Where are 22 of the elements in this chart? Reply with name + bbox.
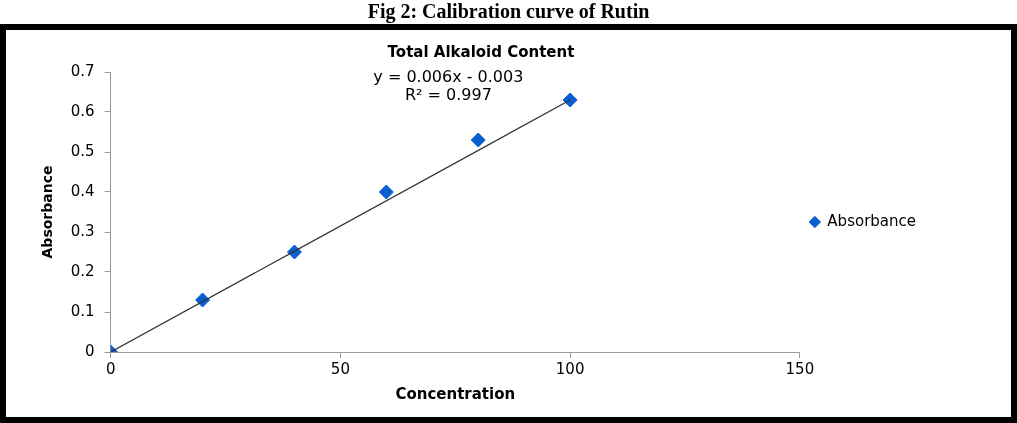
legend-label: Absorbance (827, 211, 916, 230)
point (562, 92, 578, 108)
y-tick-label: 0.1 (70, 301, 95, 320)
chart-title: Fig 2: Calibration curve of Rutin (366, 0, 651, 22)
y-tick-label: 0.5 (70, 141, 95, 160)
annotation: R² = 0.997 (404, 85, 492, 105)
x-tick-label: 0 (105, 359, 116, 378)
x-axis-title: Concentration (395, 384, 516, 403)
y-tick-label: 0.4 (70, 181, 95, 200)
y-tick-label: 0.6 (70, 101, 95, 120)
x-tick-label: 150 (785, 359, 815, 378)
y-tick-label: 0.3 (70, 221, 95, 240)
chart-subtitle: Total Alkaloid Content (387, 42, 575, 61)
y-tick-label: 0 (85, 341, 95, 360)
x-tick-label: 50 (330, 359, 350, 378)
x-tick-label: 100 (555, 359, 585, 378)
point (378, 184, 394, 200)
y-tick-label: 0.2 (70, 261, 95, 280)
y-tick-label: 0.7 (70, 61, 95, 80)
annotation: y = 0.006x - 0.003 (373, 67, 524, 87)
point (470, 132, 486, 148)
y-axis-title: Absorbance (39, 165, 56, 259)
